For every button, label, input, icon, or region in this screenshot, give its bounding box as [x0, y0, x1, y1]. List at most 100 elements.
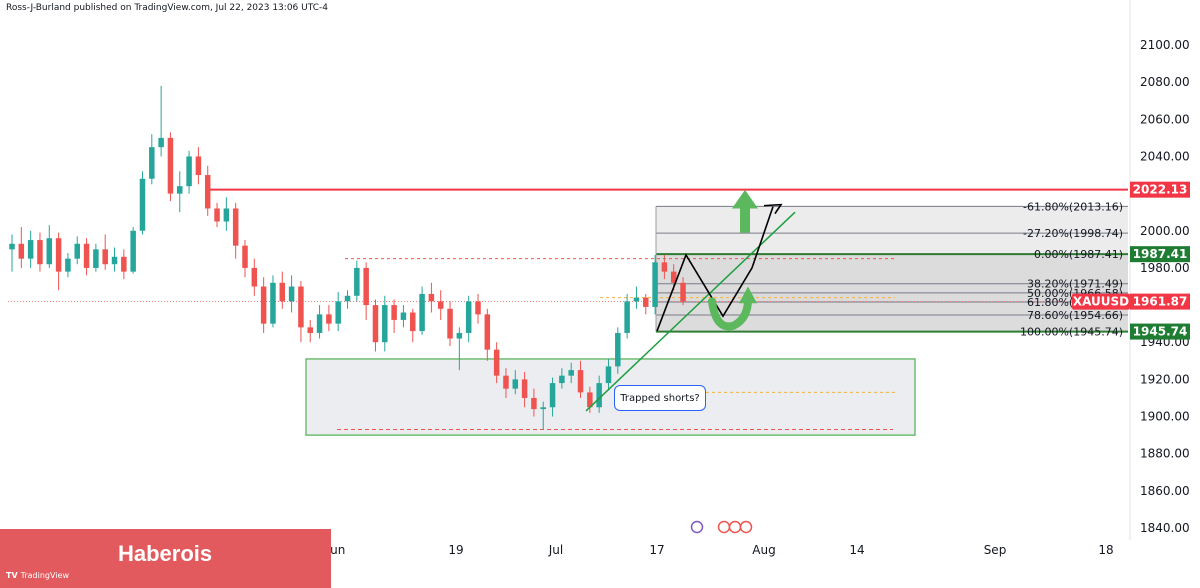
- candle-body: [204, 175, 211, 209]
- event-icons: [690, 520, 753, 534]
- fib-label-0: -61.80%(2013.16): [1023, 200, 1123, 213]
- candle-body: [279, 282, 286, 302]
- tv-logo-icon: TV: [6, 571, 18, 580]
- candle-body: [400, 312, 407, 320]
- y-tick-label: 1900.00: [1140, 410, 1190, 424]
- candle-body: [643, 297, 649, 307]
- candle-body: [484, 314, 491, 350]
- candle-body: [596, 383, 602, 408]
- candle-body: [167, 137, 174, 194]
- candle-body: [55, 238, 62, 272]
- fib-extension-zone: [656, 206, 1128, 255]
- candle-body: [307, 327, 313, 333]
- trapped-shorts-note[interactable]: Trapped shorts?: [614, 385, 706, 411]
- economic-event-icon: [739, 520, 753, 534]
- candle-body: [186, 156, 192, 187]
- candle-body: [624, 301, 630, 333]
- tv-logo-label: TradingView: [20, 571, 69, 580]
- candle-body: [18, 243, 25, 259]
- fib-label-7: 100.00%(1945.74): [1020, 326, 1123, 339]
- candle-body: [559, 375, 565, 384]
- projection-path: [656, 206, 774, 332]
- candle-body: [587, 392, 593, 408]
- candle-body: [111, 256, 118, 265]
- candle-body: [391, 305, 397, 320]
- candle-body: [214, 208, 220, 222]
- candle-body: [93, 249, 99, 268]
- candle-body: [326, 314, 332, 324]
- y-tick-label: 1860.00: [1140, 484, 1190, 498]
- x-tick-label: 18: [1098, 543, 1113, 557]
- x-tick-label: Aug: [752, 543, 775, 557]
- candle-body: [465, 301, 472, 333]
- candle-body: [149, 147, 155, 179]
- candle-body: [27, 240, 34, 259]
- economic-event-icon: [717, 520, 731, 534]
- zones: [8, 188, 1128, 436]
- candle-body: [382, 305, 388, 343]
- price-tag: 2022.13: [1133, 183, 1188, 197]
- candle-body: [615, 332, 621, 367]
- fib-label-3: 38.20%(1971.49): [1027, 278, 1123, 291]
- candle-body: [270, 282, 276, 324]
- price-tag: 1961.87: [1133, 295, 1188, 309]
- candle-body: [83, 243, 90, 268]
- y-axis: 1840.001860.001880.001900.001920.001940.…: [1140, 38, 1190, 535]
- candle-body: [568, 370, 574, 376]
- price-tags: 2022.13 1987.41 XAUUSD 1961.87 1945.74: [1072, 181, 1190, 340]
- y-tick-label: 2100.00: [1140, 38, 1190, 52]
- price-tag-bg: [1072, 293, 1130, 310]
- symbol-tag: XAUUSD: [1073, 295, 1129, 309]
- price-tag: 1945.74: [1133, 325, 1188, 339]
- candle-body: [549, 383, 556, 408]
- candles: [9, 85, 686, 430]
- drawings: [585, 189, 796, 412]
- y-tick-label: 2040.00: [1140, 149, 1190, 163]
- bounce-arrow-head: [739, 286, 757, 304]
- fib-label-2: 0.00%(1987.41): [1034, 248, 1123, 261]
- projection-arrowhead: [763, 203, 783, 215]
- candle-body: [503, 375, 509, 389]
- candle-body: [652, 262, 658, 307]
- candle-body: [260, 286, 267, 324]
- candle-body: [456, 332, 463, 339]
- candle-body: [475, 301, 481, 315]
- candle-body: [363, 267, 369, 306]
- candle-body: [577, 370, 584, 393]
- bounce-arrow-curve: [708, 295, 752, 331]
- candle-body: [46, 238, 53, 265]
- candle-body: [428, 293, 435, 302]
- candle-body: [335, 301, 341, 324]
- y-tick-label: 2080.00: [1140, 75, 1190, 89]
- up-arrow-head: [732, 189, 758, 209]
- up-arrow-shaft: [740, 208, 750, 233]
- candle-body: [9, 243, 15, 250]
- candle-body: [130, 230, 136, 272]
- candle-body: [223, 208, 230, 222]
- candle-body: [232, 208, 239, 246]
- candle-body: [74, 243, 80, 259]
- tradingview-logo: TV TradingView: [6, 571, 69, 580]
- candle-body: [121, 256, 127, 272]
- candle-body: [670, 271, 677, 283]
- x-tick-label: Jul: [548, 543, 563, 557]
- y-tick-label: 2000.00: [1140, 224, 1190, 238]
- economic-event-icon: [728, 520, 742, 534]
- publisher-header: Ross-J-Burland published on TradingView.…: [6, 3, 328, 13]
- candle-body: [633, 297, 640, 302]
- y-tick-label: 1840.00: [1140, 521, 1190, 535]
- candle-body: [242, 245, 248, 268]
- candle-body: [288, 286, 295, 302]
- candle-body: [344, 295, 351, 302]
- y-tick-label: 2060.00: [1140, 112, 1190, 126]
- candle-body: [661, 262, 668, 272]
- candle-body: [177, 186, 183, 194]
- price-tag-bg: [1130, 323, 1190, 340]
- candle-body: [65, 258, 71, 272]
- x-tick-label: 17: [649, 543, 664, 557]
- candle-body: [139, 178, 146, 231]
- price-tag-bg: [1130, 246, 1190, 263]
- fib-label-1: -27.20%(1998.74): [1023, 227, 1123, 240]
- candle-body: [521, 379, 528, 398]
